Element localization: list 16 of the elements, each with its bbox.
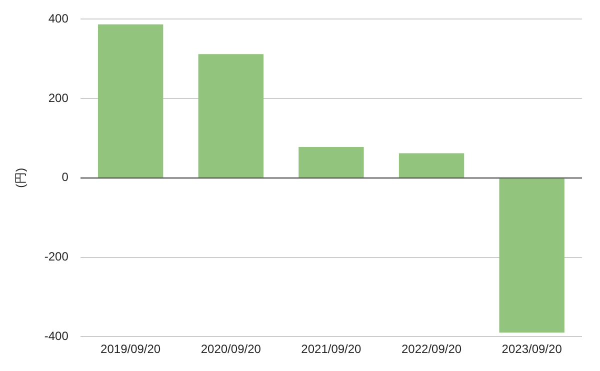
y-tick-label: -400 [44, 328, 69, 343]
x-tick-label: 2023/09/20 [502, 342, 562, 356]
bar [298, 146, 364, 178]
bar [499, 178, 564, 333]
x-tick-label: 2019/09/20 [100, 342, 161, 356]
x-tick-label: 2020/09/20 [200, 342, 262, 356]
y-tick-label: 400 [48, 12, 69, 26]
bar [398, 153, 464, 178]
y-tick-label: 0 [62, 170, 69, 184]
y-axis-title: (円) [14, 168, 28, 188]
y-tick-label: -200 [44, 250, 69, 264]
x-tick-label: 2021/09/20 [301, 342, 362, 356]
bar [98, 24, 164, 178]
y-tick-label: 200 [48, 90, 69, 105]
x-tick-label: 2022/09/20 [401, 342, 462, 356]
bar [198, 54, 264, 178]
